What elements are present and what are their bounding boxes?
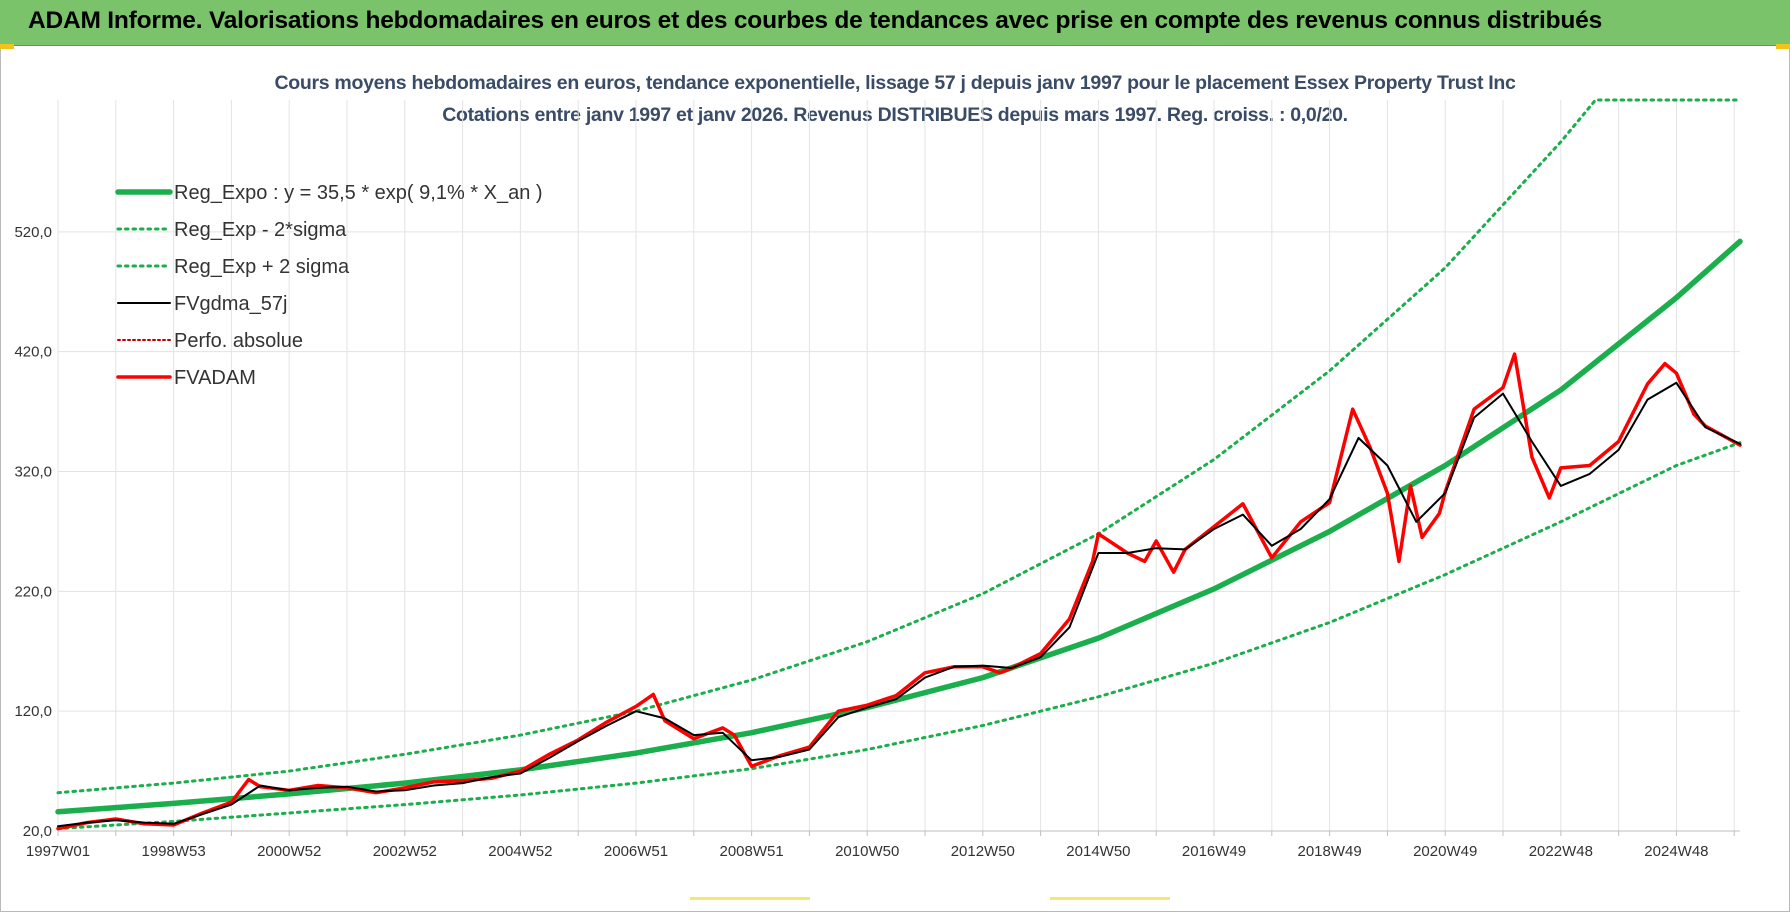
x-tick-label: 2022W48: [1529, 843, 1593, 860]
x-tick-label: 2008W51: [719, 843, 783, 860]
series-line-3: [57, 381, 1741, 828]
x-tick-label: 2002W52: [373, 843, 437, 860]
x-tick-label: 2012W50: [951, 843, 1015, 860]
series-line-0: [55, 238, 1743, 815]
legend-label-4: Perfo. absolue: [174, 330, 303, 352]
corner-mark-left: [0, 44, 14, 49]
grid-layer: [57, 100, 1740, 832]
x-tick-label: 2006W51: [604, 843, 668, 860]
x-tick-label: 2018W49: [1298, 843, 1362, 860]
legend-label-0: Reg_Expo : y = 35,5 * exp( 9,1% * X_an ): [174, 182, 543, 204]
series-layer: [55, 98, 1743, 831]
y-tick-label: 120,0: [14, 703, 52, 720]
series-line-2: [56, 98, 1742, 795]
legend-label-3: FVgdma_57j: [174, 293, 287, 315]
legend-label-2: Reg_Exp + 2 sigma: [174, 256, 350, 278]
chart-title-line1: Cours moyens hebdomadaires en euros, ten…: [274, 72, 1516, 94]
y-tick-label: 20,0: [23, 823, 52, 840]
x-tick-label: 2020W49: [1413, 843, 1477, 860]
bottom-accent-right: [1050, 897, 1170, 900]
x-tick-label: 2024W48: [1644, 843, 1708, 860]
x-tick-label: 1998W53: [141, 843, 205, 860]
x-tick-label: 2004W52: [488, 843, 552, 860]
y-tick-label: 320,0: [14, 463, 52, 480]
legend-layer: Reg_Expo : y = 35,5 * exp( 9,1% * X_an )…: [115, 182, 543, 389]
axis-layer: 20,0 120,0 220,0 320,0 420,0 520,0 1997W01 1998…: [14, 224, 1740, 860]
y-tick-label: 520,0: [14, 224, 52, 241]
report-header: ADAM Informe. Valorisations hebdomadaire…: [0, 0, 1790, 46]
x-tick-label: 1997W01: [26, 843, 90, 860]
x-tick-label: 2000W52: [257, 843, 321, 860]
report-title: ADAM Informe. Valorisations hebdomadaire…: [28, 7, 1602, 34]
x-tick-label: 2014W50: [1066, 843, 1130, 860]
x-tick-label: 2010W50: [835, 843, 899, 860]
y-tick-label: 220,0: [14, 583, 52, 600]
bottom-accent-left: [690, 897, 810, 900]
chart-title-line2: Cotations entre janv 1997 et janv 2026. …: [442, 104, 1348, 126]
legend-label-1: Reg_Exp - 2*sigma: [174, 219, 347, 241]
corner-mark-right: [1776, 44, 1790, 49]
series-line-1: [56, 441, 1742, 831]
y-tick-label: 420,0: [14, 344, 52, 361]
legend-label-5: FVADAM: [174, 367, 256, 389]
x-tick-label: 2016W49: [1182, 843, 1246, 860]
